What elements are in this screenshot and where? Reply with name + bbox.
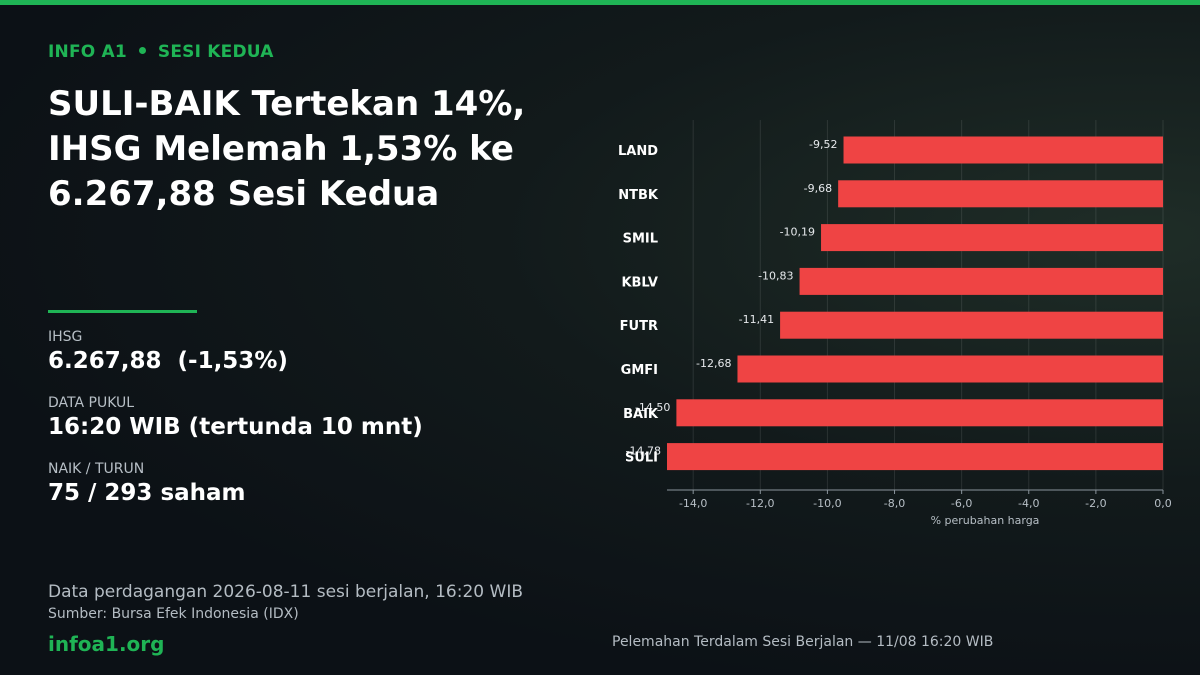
kicker-dot: [138, 47, 146, 54]
kicker-session: SESI KEDUA: [157, 42, 274, 62]
x-tick-label: -10,0: [813, 497, 841, 510]
category-label: NTBK: [618, 188, 659, 203]
x-tick-label: -12,0: [746, 497, 774, 510]
bar-land: [843, 136, 1163, 164]
category-label: LAND: [618, 144, 658, 159]
ihsg-value: 6.267,88 (-1,53%): [48, 348, 288, 374]
breadth-value: 75 / 293 saham: [48, 480, 246, 506]
category-label: FUTR: [620, 319, 658, 334]
x-tick-label: -14,0: [679, 497, 707, 510]
time-label: DATA PUKUL: [48, 395, 135, 411]
data-label: -9,68: [804, 182, 832, 195]
footer-source: Sumber: Bursa Efek Indonesia (IDX): [48, 606, 299, 622]
bar-smil: [821, 224, 1163, 252]
data-label: -12,68: [696, 357, 731, 370]
bar-baik: [676, 399, 1163, 427]
category-label: SULI: [625, 451, 658, 466]
ihsg-label: IHSG: [48, 329, 83, 345]
data-label: -10,83: [758, 269, 793, 282]
category-label: GMFI: [621, 363, 658, 378]
top-accent-bar: [0, 0, 1200, 5]
bar-chart: -14,0 -12,0 -10,0 -8,0 -6,0 -4,0 -2,0 0,0 % peru…: [618, 120, 1172, 527]
kicker-source: INFO A1: [48, 42, 127, 62]
data-label: -11,41: [739, 313, 774, 326]
bar-ntbk: [838, 180, 1163, 208]
data-label: -9,52: [809, 138, 837, 151]
footer-data-line: Data perdagangan 2026-08-11 sesi berjala…: [48, 582, 523, 602]
x-tick-label: -4,0: [1018, 497, 1039, 510]
category-label: BAIK: [623, 407, 659, 422]
time-value: 16:20 WIB (tertunda 10 mnt): [48, 414, 423, 440]
bar-kblv: [799, 267, 1163, 295]
bar-gmfi: [737, 355, 1163, 383]
category-label: SMIL: [623, 232, 658, 247]
bar-suli: [667, 443, 1163, 471]
headline: SULI-BAIK Tertekan 14%, IHSG Melemah 1,5…: [48, 84, 526, 214]
x-tick-label: -2,0: [1085, 497, 1106, 510]
data-label: -14,50: [635, 401, 670, 414]
x-tick-label: 0,0: [1154, 497, 1172, 510]
category-label: KBLV: [621, 275, 658, 290]
data-label: -10,19: [780, 226, 815, 239]
chart-caption: Pelemahan Terdalam Sesi Berjalan — 11/08…: [612, 634, 994, 650]
brand-link[interactable]: infoa1.org: [48, 632, 165, 656]
kicker: INFO A1 SESI KEDUA: [48, 42, 274, 62]
x-axis-title: % perubahan harga: [931, 514, 1040, 527]
x-tick-label: -8,0: [884, 497, 905, 510]
data-label: -14,78: [626, 445, 661, 458]
x-tick-label: -6,0: [951, 497, 972, 510]
breadth-label: NAIK / TURUN: [48, 461, 145, 477]
stats-divider: [48, 310, 197, 313]
bar-futr: [780, 311, 1163, 339]
